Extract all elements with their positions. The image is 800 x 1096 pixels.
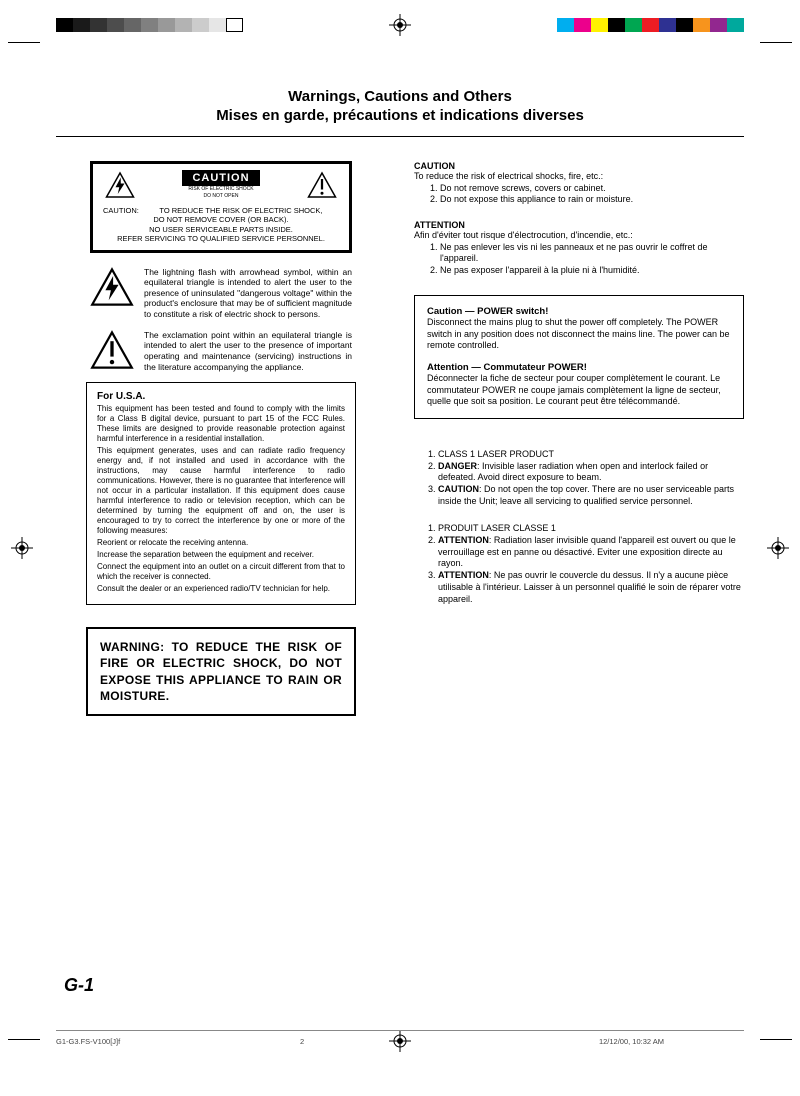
footer-filename: G1-G3.FS-V100[J]f (56, 1037, 300, 1046)
caution-sub: DO NOT OPEN (182, 193, 259, 200)
registration-mark-icon (767, 537, 789, 559)
crop-mark (8, 42, 40, 43)
usa-measure: Connect the equipment into an outlet on … (97, 562, 345, 582)
usa-heading: For U.S.A. (97, 391, 345, 402)
usa-measure: Reorient or relocate the receiving anten… (97, 538, 345, 548)
registration-mark-icon (11, 537, 33, 559)
footer-date: 12/12/00, 10:32 AM (420, 1037, 744, 1046)
moisture-warning-box: WARNING: TO REDUCE THE RISK OF FIRE OR E… (86, 627, 356, 716)
list-item: CAUTION: Do not open the top cover. Ther… (438, 484, 744, 507)
caution-sub: RISK OF ELECTRIC SHOCK (182, 186, 259, 193)
lightning-text: The lightning flash with arrowhead symbo… (144, 267, 352, 320)
list-item: Ne pas enlever les vis ni les panneaux e… (440, 242, 744, 265)
grayscale-colorbar (56, 18, 243, 32)
power-heading-fr: Attention — Commutateur POWER! (427, 362, 731, 373)
exclamation-triangle-icon (90, 330, 134, 373)
lightning-explanation: The lightning flash with arrowhead symbo… (90, 267, 352, 320)
list-item: ATTENTION: Ne pas ouvrir le couvercle du… (438, 570, 744, 605)
power-switch-box: Caution — POWER switch! Disconnect the m… (414, 295, 744, 419)
crop-mark (760, 42, 792, 43)
page-title-en: Warnings, Cautions and Others (56, 88, 744, 105)
caution-body: CAUTION: TO REDUCE THE RISK OF ELECTRIC … (99, 206, 343, 244)
crop-mark (8, 1039, 40, 1040)
list-item: Do not remove screws, covers or cabinet. (440, 183, 744, 195)
usa-measure: Consult the dealer or an experienced rad… (97, 584, 345, 594)
cmyk-colorbar (557, 18, 744, 32)
footer-page: 2 (300, 1037, 420, 1046)
laser-list-fr: PRODUIT LASER CLASSE 1 ATTENTION: Radiat… (414, 523, 744, 605)
usa-paragraph: This equipment generates, uses and can r… (97, 446, 345, 536)
right-column: CAUTION To reduce the risk of electrical… (414, 161, 744, 716)
laser-list-en: CLASS 1 LASER PRODUCT DANGER: Invisible … (414, 449, 744, 507)
list-item: Ne pas exposer l'appareil à la pluie ni … (440, 265, 744, 277)
page-content: Warnings, Cautions and Others Mises en g… (56, 58, 744, 1024)
caution-section-en: CAUTION To reduce the risk of electrical… (414, 161, 744, 206)
print-footer: G1-G3.FS-V100[J]f 2 12/12/00, 10:32 AM (56, 1030, 744, 1046)
fcc-usa-box: For U.S.A. This equipment has been teste… (86, 382, 356, 605)
section-intro: To reduce the risk of electrical shocks,… (414, 171, 744, 183)
left-column: CAUTION RISK OF ELECTRIC SHOCK DO NOT OP… (56, 161, 386, 716)
section-intro: Afin d'éviter tout risque d'électrocutio… (414, 230, 744, 242)
usa-measure: Increase the separation between the equi… (97, 550, 345, 560)
caution-heading: CAUTION (182, 170, 259, 186)
list-item: Do not expose this appliance to rain or … (440, 194, 744, 206)
warning-text: WARNING: TO REDUCE THE RISK OF FIRE OR E… (100, 639, 342, 704)
power-heading-en: Caution — POWER switch! (427, 306, 731, 317)
caution-label-box: CAUTION RISK OF ELECTRIC SHOCK DO NOT OP… (90, 161, 352, 253)
attention-section-fr: ATTENTION Afin d'éviter tout risque d'él… (414, 220, 744, 277)
section-heading: CAUTION (414, 161, 744, 171)
crop-mark (760, 1039, 792, 1040)
lightning-triangle-icon (90, 267, 134, 320)
list-item: CLASS 1 LASER PRODUCT (438, 449, 744, 461)
section-heading: ATTENTION (414, 220, 744, 230)
page-number: G-1 (64, 975, 94, 996)
usa-paragraph: This equipment has been tested and found… (97, 404, 345, 444)
lightning-triangle-icon (105, 170, 135, 200)
exclamation-triangle-icon (307, 170, 337, 200)
divider (56, 136, 744, 137)
power-text-fr: Déconnecter la fiche de secteur pour cou… (427, 373, 731, 408)
list-item: DANGER: Invisible laser radiation when o… (438, 461, 744, 484)
power-text-en: Disconnect the mains plug to shut the po… (427, 317, 731, 352)
registration-mark-icon (389, 14, 411, 36)
list-item: ATTENTION: Radiation laser invisible qua… (438, 535, 744, 570)
list-item: PRODUIT LASER CLASSE 1 (438, 523, 744, 535)
exclamation-explanation: The exclamation point within an equilate… (90, 330, 352, 373)
page-title-fr: Mises en garde, précautions et indicatio… (56, 107, 744, 124)
exclamation-text: The exclamation point within an equilate… (144, 330, 352, 373)
